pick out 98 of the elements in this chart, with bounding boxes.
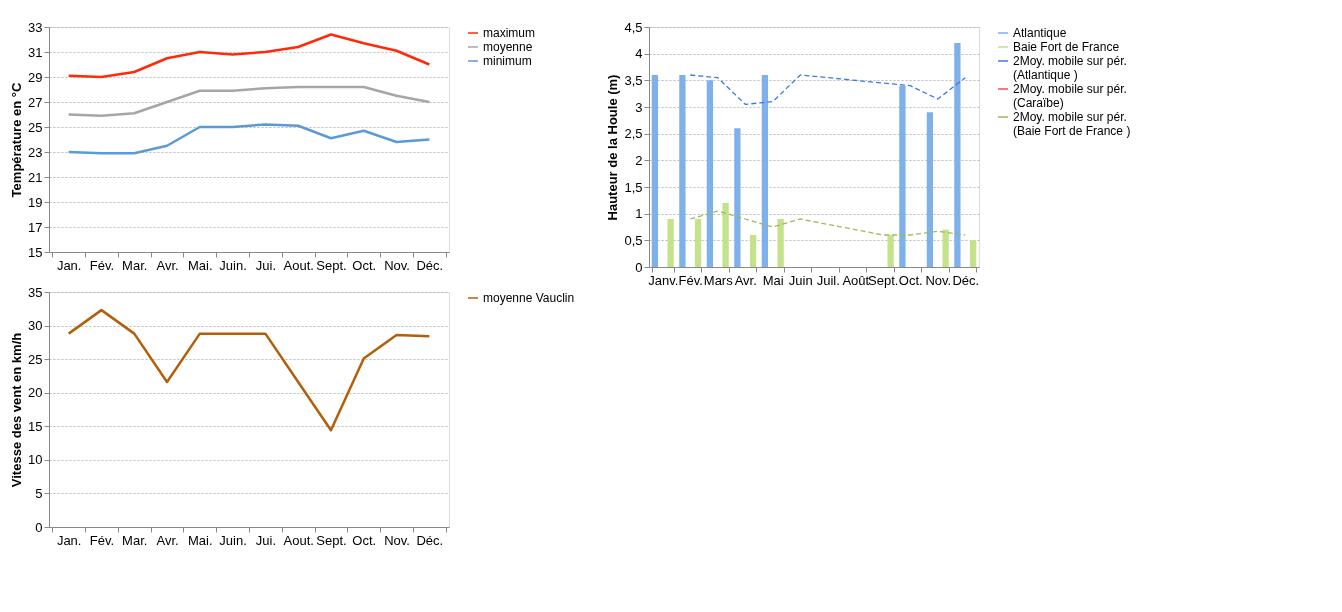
legend-label: Atlantique bbox=[1013, 26, 1067, 40]
x-tick-label: Mai. bbox=[188, 257, 213, 273]
x-tick-label: Mar. bbox=[122, 257, 148, 273]
x-tick-label: Nov. bbox=[925, 272, 952, 288]
legend-label: minimum bbox=[483, 54, 532, 68]
bar bbox=[887, 235, 894, 267]
legend-label: moyenne Vauclin bbox=[483, 291, 575, 305]
x-tick-label: Jui. bbox=[255, 257, 277, 273]
x-tick-label: Fév. bbox=[89, 257, 115, 273]
y-tick-label: 4,5 bbox=[624, 19, 643, 35]
y-tick-label: 15 bbox=[28, 418, 43, 434]
y-tick-label: 35 bbox=[28, 284, 43, 300]
y-tick-label: 29 bbox=[28, 69, 43, 85]
bar bbox=[969, 240, 977, 267]
line-series bbox=[689, 210, 966, 236]
x-tick-label: Fév. bbox=[678, 272, 703, 288]
line-series bbox=[689, 74, 966, 105]
x-tick-label: Mars bbox=[703, 272, 734, 288]
bar bbox=[761, 75, 769, 267]
y-tick-label: 3,5 bbox=[624, 72, 643, 88]
line-series bbox=[67, 85, 431, 117]
legend-label: moyenne bbox=[483, 40, 533, 54]
bar bbox=[942, 229, 949, 267]
x-tick-label: Juin. bbox=[219, 532, 247, 548]
x-tick-label: Juil. bbox=[816, 272, 840, 288]
x-tick-label: Aout. bbox=[283, 532, 314, 548]
legend-label: 2Moy. mobile sur pér. (Atlantique ) bbox=[1013, 54, 1127, 82]
y-tick-label: 0 bbox=[635, 259, 643, 275]
x-tick-label: Avr. bbox=[156, 532, 179, 548]
x-tick-label: Mar. bbox=[122, 532, 148, 548]
y-tick-label: 33 bbox=[28, 19, 43, 35]
line-series bbox=[67, 123, 431, 155]
y-tick-label: 31 bbox=[28, 44, 43, 60]
y-tick-label: 17 bbox=[28, 219, 43, 235]
x-tick-label: Avr. bbox=[156, 257, 179, 273]
bar bbox=[749, 235, 757, 267]
y-tick-label: 4 bbox=[635, 46, 643, 62]
y-tick-label: 0 bbox=[35, 519, 43, 535]
x-tick-label: Sept. bbox=[868, 272, 899, 288]
x-tick-label: Juin. bbox=[219, 257, 247, 273]
bar bbox=[722, 203, 729, 267]
bar bbox=[734, 128, 741, 267]
x-tick-label: Oct. bbox=[898, 272, 923, 288]
x-tick-label: Juin bbox=[788, 272, 813, 288]
x-tick-label: Janv. bbox=[648, 272, 679, 288]
bar bbox=[651, 75, 659, 267]
y-tick-label: 23 bbox=[28, 144, 43, 160]
line-series bbox=[67, 308, 431, 432]
bar bbox=[694, 219, 702, 267]
y-tick-label: 19 bbox=[28, 194, 43, 210]
x-tick-label: Fév. bbox=[89, 532, 115, 548]
x-tick-label: Déc. bbox=[952, 272, 980, 288]
x-tick-label: Oct. bbox=[352, 257, 377, 273]
x-tick-label: Août bbox=[842, 272, 870, 288]
y-tick-label: 1,5 bbox=[624, 179, 643, 195]
y-tick-label: 15 bbox=[28, 244, 43, 260]
legend-label: Baie Fort de France bbox=[1013, 40, 1120, 54]
y-tick-label: 27 bbox=[28, 94, 43, 110]
legend-label: 2Moy. mobile sur pér. (Caraïbe) bbox=[1013, 82, 1127, 110]
x-tick-label: Sept. bbox=[316, 532, 347, 548]
y-axis-title: Vitesse des vent en km/h bbox=[9, 332, 25, 488]
bar bbox=[667, 219, 674, 267]
x-tick-label: Jan. bbox=[56, 532, 82, 548]
y-tick-label: 25 bbox=[28, 119, 43, 135]
x-tick-label: Déc. bbox=[416, 257, 444, 273]
bar bbox=[777, 219, 784, 267]
y-tick-label: 3 bbox=[635, 99, 643, 115]
y-tick-label: 20 bbox=[28, 385, 43, 401]
y-axis-title: Hauteur de la Houle (m) bbox=[605, 74, 621, 221]
x-tick-label: Déc. bbox=[416, 532, 444, 548]
y-tick-label: 30 bbox=[28, 318, 43, 334]
x-tick-label: Nov. bbox=[384, 532, 410, 548]
y-tick-label: 21 bbox=[28, 169, 43, 185]
y-tick-label: 10 bbox=[28, 452, 43, 468]
legend-label: 2Moy. mobile sur pér. (Baie Fort de France ) bbox=[1013, 110, 1131, 138]
bar bbox=[899, 85, 906, 267]
bar bbox=[926, 112, 934, 267]
x-tick-label: Jui. bbox=[255, 532, 277, 548]
x-tick-label: Nov. bbox=[384, 257, 410, 273]
x-tick-label: Avr. bbox=[734, 272, 757, 288]
bar bbox=[706, 80, 714, 267]
x-tick-label: Oct. bbox=[352, 532, 377, 548]
x-tick-label: Sept. bbox=[316, 257, 347, 273]
x-tick-label: Mai. bbox=[188, 532, 213, 548]
bar bbox=[954, 43, 961, 267]
y-tick-label: 2,5 bbox=[624, 126, 643, 142]
y-tick-label: 0,5 bbox=[624, 232, 643, 248]
y-tick-label: 25 bbox=[28, 351, 43, 367]
y-tick-label: 5 bbox=[35, 485, 43, 501]
x-tick-label: Mai bbox=[762, 272, 784, 288]
y-tick-label: 1 bbox=[635, 206, 643, 222]
legend-label: maximum bbox=[483, 26, 536, 40]
y-axis-title: Température en °C bbox=[9, 82, 25, 198]
y-tick-label: 2 bbox=[635, 152, 643, 168]
line-series bbox=[67, 33, 431, 79]
x-tick-label: Jan. bbox=[56, 257, 82, 273]
x-tick-label: Aout. bbox=[283, 257, 314, 273]
bar bbox=[679, 75, 686, 267]
